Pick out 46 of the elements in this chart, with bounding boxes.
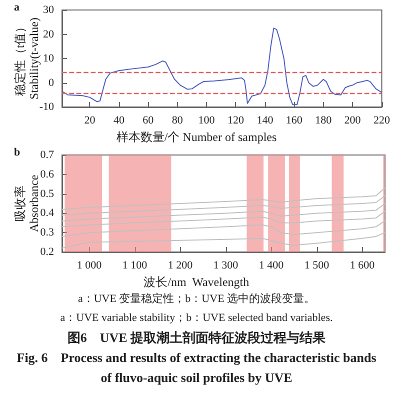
x-tick-label: 160 [286, 114, 303, 126]
y-tick-label: 20 [43, 28, 54, 40]
chart-title: a [14, 2, 20, 14]
y-axis-title: 稳定性（t值） Stability(t-value) [13, 18, 41, 100]
x-tick-label: 80 [172, 114, 184, 126]
x-tick-label: 120 [227, 114, 244, 126]
x-tick-label: 1 500 [304, 260, 330, 272]
x-tick-label: 200 [344, 114, 362, 126]
y-tick-label: 0.3 [40, 226, 54, 239]
x-tick-label: 180 [315, 114, 332, 126]
y-tick-label: 0.6 [40, 168, 54, 180]
x-tick-label: 60 [142, 114, 154, 126]
x-tick-label: 1 000 [76, 260, 102, 272]
line-series [62, 210, 386, 228]
line-series [62, 203, 386, 222]
x-tick-label: 1 100 [122, 260, 148, 272]
line-series [62, 232, 386, 249]
line-series [62, 187, 386, 210]
y-tick-label: 30 [43, 4, 54, 16]
line-series [62, 220, 386, 237]
line-series [62, 195, 386, 216]
text: a：UVE variable stability；b：UVE selected band variables. [59, 311, 334, 326]
y-tick-label: -10 [39, 101, 54, 113]
x-tick-label: 1 600 [350, 260, 376, 272]
x-tick-label: 40 [113, 114, 125, 126]
y-tick-label: 0 [48, 76, 54, 89]
x-axis-title: 样本数量/个 Number of samples [116, 130, 277, 144]
y-tick-label: 0.4 [40, 207, 54, 220]
x-tick-label: 20 [84, 114, 96, 126]
x-tick-label: 100 [198, 114, 216, 126]
x-tick-label: 220 [374, 114, 390, 126]
y-axis-title: 吸收率 Absorbance [13, 174, 41, 232]
chart-title: b [14, 146, 20, 158]
y-tick-label: 0.2 [40, 246, 54, 258]
caption: 图6 UVE 提取潮土剖面特征波段过程与结果 [66, 329, 327, 347]
y-tick-label: 0.7 [40, 149, 54, 161]
x-tick-label: 1 200 [168, 260, 194, 272]
text: a：UVE 变量稳定性；b：UVE 选中的波段变量。 [76, 292, 316, 307]
line-series [62, 28, 382, 106]
x-tick-label: 140 [256, 114, 274, 126]
x-axis-title: 波长/nm Wavelength [144, 275, 250, 289]
caption: Fig. 6 Process and results of extracting the characteristic bands of fluvo-aquic soil profiles by UVE [16, 349, 378, 387]
x-tick-label: 1 400 [258, 260, 284, 272]
y-tick-label: 10 [43, 52, 54, 64]
x-tick-label: 1 300 [213, 260, 239, 272]
y-tick-label: 0.5 [40, 188, 54, 200]
